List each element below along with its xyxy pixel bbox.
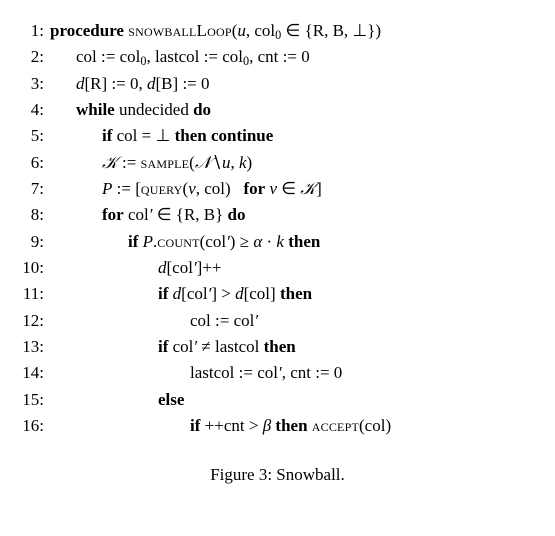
line-number: 4:	[16, 97, 44, 123]
line-content: for col′ ∈ {R, B} do	[50, 202, 246, 228]
line-content: lastcol := col′, cnt := 0	[50, 360, 342, 386]
code-line-5: 5: if col = ⊥ then continue	[16, 123, 539, 149]
line-number: 10:	[16, 255, 44, 281]
line-number: 5:	[16, 123, 44, 149]
code-line-1: 1: procedure snowballLoop(u, col0 ∈ {R, …	[16, 18, 539, 44]
line-content: if P.count(col′) ≥ α · k then	[50, 229, 320, 255]
line-content: 𝒦 := sample(𝒩∖u, k)	[50, 150, 252, 176]
line-number: 9:	[16, 229, 44, 255]
line-number: 14:	[16, 360, 44, 386]
line-content: col := col′	[50, 308, 258, 334]
code-line-14: 14: lastcol := col′, cnt := 0	[16, 360, 539, 386]
code-line-2: 2: col := col0, lastcol := col0, cnt := …	[16, 44, 539, 70]
line-content: while undecided do	[50, 97, 211, 123]
line-content: d[col′]++	[50, 255, 222, 281]
line-number: 15:	[16, 387, 44, 413]
code-line-16: 16: if ++cnt > β then accept(col)	[16, 413, 539, 439]
code-line-8: 8: for col′ ∈ {R, B} do	[16, 202, 539, 228]
line-number: 16:	[16, 413, 44, 439]
line-content: if col′ ≠ lastcol then	[50, 334, 296, 360]
line-number: 7:	[16, 176, 44, 202]
line-number: 1:	[16, 18, 44, 44]
line-content: procedure snowballLoop(u, col0 ∈ {R, B, …	[50, 18, 381, 44]
line-content: if col = ⊥ then continue	[50, 123, 273, 149]
code-line-6: 6: 𝒦 := sample(𝒩∖u, k)	[16, 150, 539, 176]
code-line-9: 9: if P.count(col′) ≥ α · k then	[16, 229, 539, 255]
line-number: 8:	[16, 202, 44, 228]
line-number: 11:	[16, 281, 44, 307]
line-content: col := col0, lastcol := col0, cnt := 0	[50, 44, 310, 70]
code-line-4: 4: while undecided do	[16, 97, 539, 123]
line-content: else	[50, 387, 184, 413]
code-line-3: 3: d[R] := 0, d[B] := 0	[16, 71, 539, 97]
line-content: d[R] := 0, d[B] := 0	[50, 71, 210, 97]
code-line-10: 10: d[col′]++	[16, 255, 539, 281]
line-number: 3:	[16, 71, 44, 97]
code-line-13: 13: if col′ ≠ lastcol then	[16, 334, 539, 360]
code-line-15: 15: else	[16, 387, 539, 413]
line-number: 6:	[16, 150, 44, 176]
code-line-12: 12: col := col′	[16, 308, 539, 334]
code-line-7: 7: P := [query(v, col) for v ∈ 𝒦]	[16, 176, 539, 202]
figure-caption: Figure 3: Snowball.	[16, 462, 539, 488]
code-line-11: 11: if d[col′] > d[col] then	[16, 281, 539, 307]
line-content: P := [query(v, col) for v ∈ 𝒦]	[50, 176, 322, 202]
line-content: if d[col′] > d[col] then	[50, 281, 312, 307]
line-number: 13:	[16, 334, 44, 360]
line-number: 12:	[16, 308, 44, 334]
line-content: if ++cnt > β then accept(col)	[50, 413, 391, 439]
line-number: 2:	[16, 44, 44, 70]
